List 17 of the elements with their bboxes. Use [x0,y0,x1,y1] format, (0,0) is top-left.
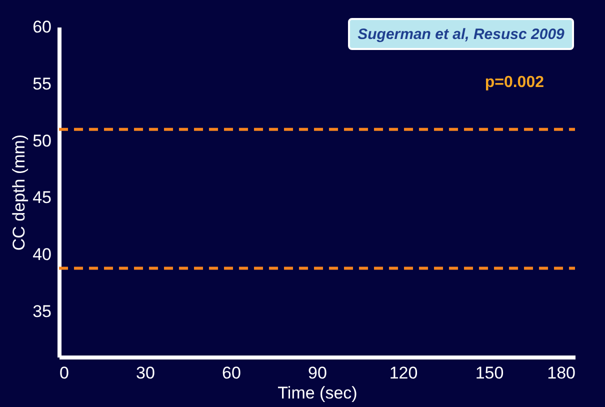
x-tick-label: 180 [547,364,576,382]
annotation: p=0.002 [484,74,544,91]
x-tick-label: 30 [136,364,155,382]
x-tick-label: 90 [308,364,327,382]
x-axis-title: Time (sec) [278,384,358,402]
x-tick-label: 0 [60,364,69,382]
x-tick-label: 60 [222,364,241,382]
y-tick-label: 50 [32,131,52,150]
y-tick-label: 45 [32,188,52,208]
y-tick-label: 35 [32,302,52,321]
y-tick-label: 40 [32,245,52,264]
annotation: Sugerman et al, Resusc 2009 [358,26,566,43]
y-tick-label: 55 [32,74,52,94]
y-tick-label: 60 [32,18,52,36]
x-tick-label: 150 [475,364,504,382]
x-tick-label: 120 [389,364,418,382]
y-axis-title: CC depth (mm) [10,134,29,251]
